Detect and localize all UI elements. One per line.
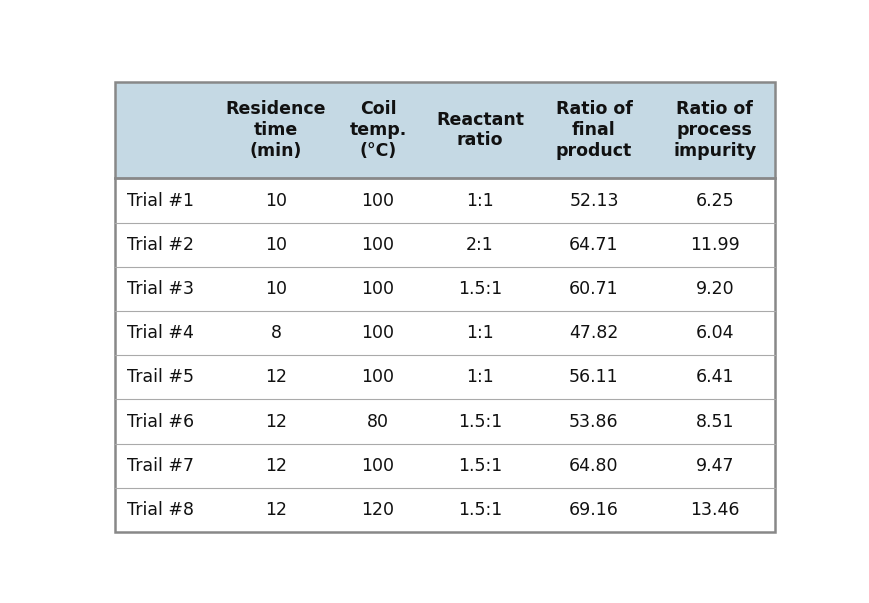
Text: 100: 100 <box>362 324 395 342</box>
Text: Trial #8: Trial #8 <box>128 501 195 519</box>
Text: 6.25: 6.25 <box>695 192 734 210</box>
Text: 47.82: 47.82 <box>569 324 619 342</box>
Text: 60.71: 60.71 <box>569 280 619 298</box>
Text: 12: 12 <box>265 501 287 519</box>
Text: Ratio of
process
impurity: Ratio of process impurity <box>673 100 757 160</box>
Text: Trial #4: Trial #4 <box>128 324 195 342</box>
Bar <box>116 81 775 178</box>
Text: 100: 100 <box>362 236 395 254</box>
Text: 11.99: 11.99 <box>690 236 740 254</box>
Text: 12: 12 <box>265 368 287 387</box>
Text: 120: 120 <box>362 501 395 519</box>
Text: 12: 12 <box>265 412 287 431</box>
Text: 9.20: 9.20 <box>695 280 734 298</box>
Text: Trial #6: Trial #6 <box>128 412 195 431</box>
Text: 6.41: 6.41 <box>696 368 734 387</box>
Text: 64.80: 64.80 <box>569 456 619 475</box>
Text: 100: 100 <box>362 192 395 210</box>
Text: 1:1: 1:1 <box>466 192 494 210</box>
Text: 1.5:1: 1.5:1 <box>458 456 502 475</box>
Text: 100: 100 <box>362 456 395 475</box>
Text: 1:1: 1:1 <box>466 324 494 342</box>
Text: 56.11: 56.11 <box>569 368 619 387</box>
Text: 80: 80 <box>367 412 389 431</box>
Text: 6.04: 6.04 <box>696 324 734 342</box>
Text: Trial #3: Trial #3 <box>128 280 195 298</box>
Text: Coil
temp.
(°C): Coil temp. (°C) <box>349 100 407 160</box>
Bar <box>116 178 775 532</box>
Text: 1.5:1: 1.5:1 <box>458 280 502 298</box>
Text: 10: 10 <box>265 280 287 298</box>
Text: 12: 12 <box>265 456 287 475</box>
Text: 53.86: 53.86 <box>569 412 619 431</box>
Text: Trial #1: Trial #1 <box>128 192 195 210</box>
Text: 64.71: 64.71 <box>569 236 619 254</box>
Text: Trial #2: Trial #2 <box>128 236 195 254</box>
Text: 9.47: 9.47 <box>696 456 734 475</box>
Text: Trail #7: Trail #7 <box>128 456 195 475</box>
Text: 100: 100 <box>362 368 395 387</box>
Text: 2:1: 2:1 <box>466 236 494 254</box>
Text: 8: 8 <box>270 324 282 342</box>
Text: 100: 100 <box>362 280 395 298</box>
Text: Residence
time
(min): Residence time (min) <box>226 100 326 160</box>
Text: 13.46: 13.46 <box>690 501 740 519</box>
Text: 10: 10 <box>265 192 287 210</box>
Text: 1:1: 1:1 <box>466 368 494 387</box>
Text: Reactant
ratio: Reactant ratio <box>436 111 524 150</box>
Text: 1.5:1: 1.5:1 <box>458 412 502 431</box>
Text: 69.16: 69.16 <box>569 501 619 519</box>
Text: 10: 10 <box>265 236 287 254</box>
Text: 8.51: 8.51 <box>696 412 734 431</box>
Text: 1.5:1: 1.5:1 <box>458 501 502 519</box>
Text: Ratio of
final
product: Ratio of final product <box>555 100 633 160</box>
Text: 52.13: 52.13 <box>569 192 619 210</box>
Text: Trail #5: Trail #5 <box>128 368 195 387</box>
